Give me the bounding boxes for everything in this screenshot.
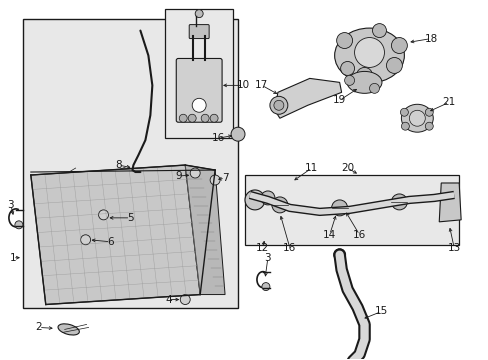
Bar: [23, 19, 238, 307]
Circle shape: [262, 283, 269, 291]
Text: 8: 8: [115, 160, 122, 170]
Bar: [244, 175, 458, 245]
Circle shape: [195, 10, 203, 18]
Circle shape: [340, 62, 354, 75]
Text: 15: 15: [374, 306, 387, 316]
Text: 4: 4: [164, 294, 171, 305]
Circle shape: [369, 84, 379, 93]
Circle shape: [188, 114, 196, 122]
Bar: [165, 9, 233, 138]
Circle shape: [190, 168, 200, 178]
Circle shape: [425, 108, 432, 116]
Circle shape: [230, 127, 244, 141]
Text: 11: 11: [305, 163, 318, 173]
Circle shape: [372, 24, 386, 37]
Text: 16: 16: [352, 230, 366, 240]
Ellipse shape: [401, 104, 432, 132]
FancyBboxPatch shape: [176, 58, 222, 122]
Circle shape: [192, 98, 206, 112]
Circle shape: [210, 114, 218, 122]
Circle shape: [180, 294, 190, 305]
Text: 1: 1: [10, 253, 16, 263]
Polygon shape: [31, 165, 200, 305]
Text: 12: 12: [256, 243, 269, 253]
Text: 5: 5: [127, 213, 134, 223]
Text: 16: 16: [283, 243, 296, 253]
Text: 16: 16: [211, 133, 224, 143]
Circle shape: [390, 194, 407, 210]
Circle shape: [408, 110, 425, 126]
FancyBboxPatch shape: [189, 24, 209, 39]
Text: 10: 10: [236, 80, 249, 90]
Circle shape: [425, 122, 432, 130]
Circle shape: [261, 191, 274, 205]
Text: 13: 13: [447, 243, 460, 253]
Polygon shape: [438, 183, 460, 222]
Circle shape: [336, 32, 352, 49]
Circle shape: [333, 249, 345, 261]
Text: 17: 17: [255, 80, 268, 90]
Circle shape: [401, 122, 408, 130]
Ellipse shape: [346, 71, 381, 93]
Polygon shape: [274, 78, 341, 118]
Text: 21: 21: [442, 97, 455, 107]
Text: 18: 18: [424, 33, 437, 44]
Circle shape: [331, 200, 347, 216]
Circle shape: [354, 37, 384, 67]
Circle shape: [390, 37, 407, 54]
Circle shape: [210, 175, 220, 185]
Ellipse shape: [334, 28, 404, 83]
Circle shape: [81, 235, 90, 245]
Text: 6: 6: [107, 237, 114, 247]
Text: 7: 7: [222, 173, 228, 183]
Circle shape: [179, 114, 187, 122]
Text: 3: 3: [8, 200, 14, 210]
Text: 2: 2: [36, 323, 42, 332]
Circle shape: [344, 75, 354, 85]
Text: 9: 9: [175, 171, 181, 181]
Circle shape: [244, 190, 264, 210]
Circle shape: [269, 96, 287, 114]
Circle shape: [356, 67, 372, 84]
Text: 3: 3: [264, 253, 271, 263]
Circle shape: [273, 100, 283, 110]
Ellipse shape: [58, 324, 79, 335]
Circle shape: [201, 114, 209, 122]
Polygon shape: [185, 165, 224, 294]
Text: 14: 14: [323, 230, 336, 240]
Circle shape: [400, 108, 407, 116]
Circle shape: [15, 221, 23, 229]
Text: 19: 19: [332, 95, 346, 105]
Text: 20: 20: [340, 163, 353, 173]
Circle shape: [271, 197, 287, 213]
Circle shape: [99, 210, 108, 220]
Circle shape: [386, 58, 402, 73]
